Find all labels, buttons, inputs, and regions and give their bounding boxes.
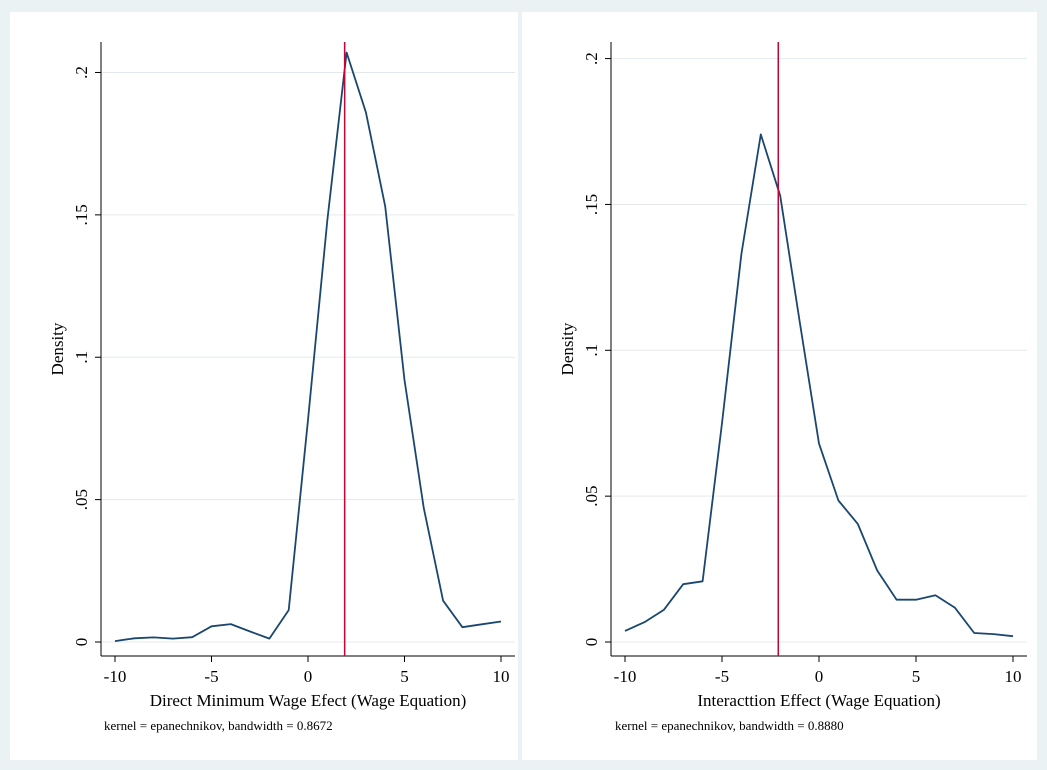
density-curve	[624, 133, 1014, 638]
y-tick-label: .05	[582, 486, 601, 507]
y-tick-label: 0	[72, 638, 91, 647]
density-curve	[114, 51, 502, 642]
x-tick-label: 5	[912, 667, 921, 686]
chart-panel-left: 0 .05 .1 .15 .2 -10 -5 0 5 10 Density Direct Minimu…	[10, 12, 518, 760]
x-tick-label: 5	[400, 667, 409, 686]
x-tick-label: -10	[104, 667, 127, 686]
panel-background	[10, 12, 518, 760]
y-tick-label: .1	[582, 344, 601, 357]
y-tick-label: .15	[72, 204, 91, 225]
y-axis-label: Density	[558, 322, 577, 375]
y-tick-label: .05	[72, 489, 91, 510]
x-tick-label: 0	[304, 667, 313, 686]
y-tick-label: .1	[72, 351, 91, 364]
chart-panel-right: 0 .05 .1 .15 .2 -10 -5 0 5 10 Density Interacttion …	[522, 12, 1037, 760]
x-tick-label: -5	[204, 667, 218, 686]
x-tick-label: -5	[715, 667, 729, 686]
x-tick-label: 10	[1005, 667, 1022, 686]
x-tick-label: -10	[614, 667, 637, 686]
kernel-note: kernel = epanechnikov, bandwidth = 0.867…	[104, 718, 333, 733]
y-tick-label: .2	[582, 52, 601, 65]
y-tick-label: 0	[582, 638, 601, 647]
kernel-note: kernel = epanechnikov, bandwidth = 0.888…	[615, 718, 844, 733]
x-tick-label: 10	[493, 667, 510, 686]
panel-background	[522, 12, 1037, 760]
x-axis-label: Interacttion Effect (Wage Equation)	[697, 691, 940, 710]
x-tick-label: 0	[815, 667, 824, 686]
y-tick-label: .2	[72, 66, 91, 79]
y-axis-label: Density	[48, 322, 67, 375]
y-tick-label: .15	[582, 194, 601, 215]
x-axis-label: Direct Minimum Wage Efect (Wage Equation…	[150, 691, 467, 710]
